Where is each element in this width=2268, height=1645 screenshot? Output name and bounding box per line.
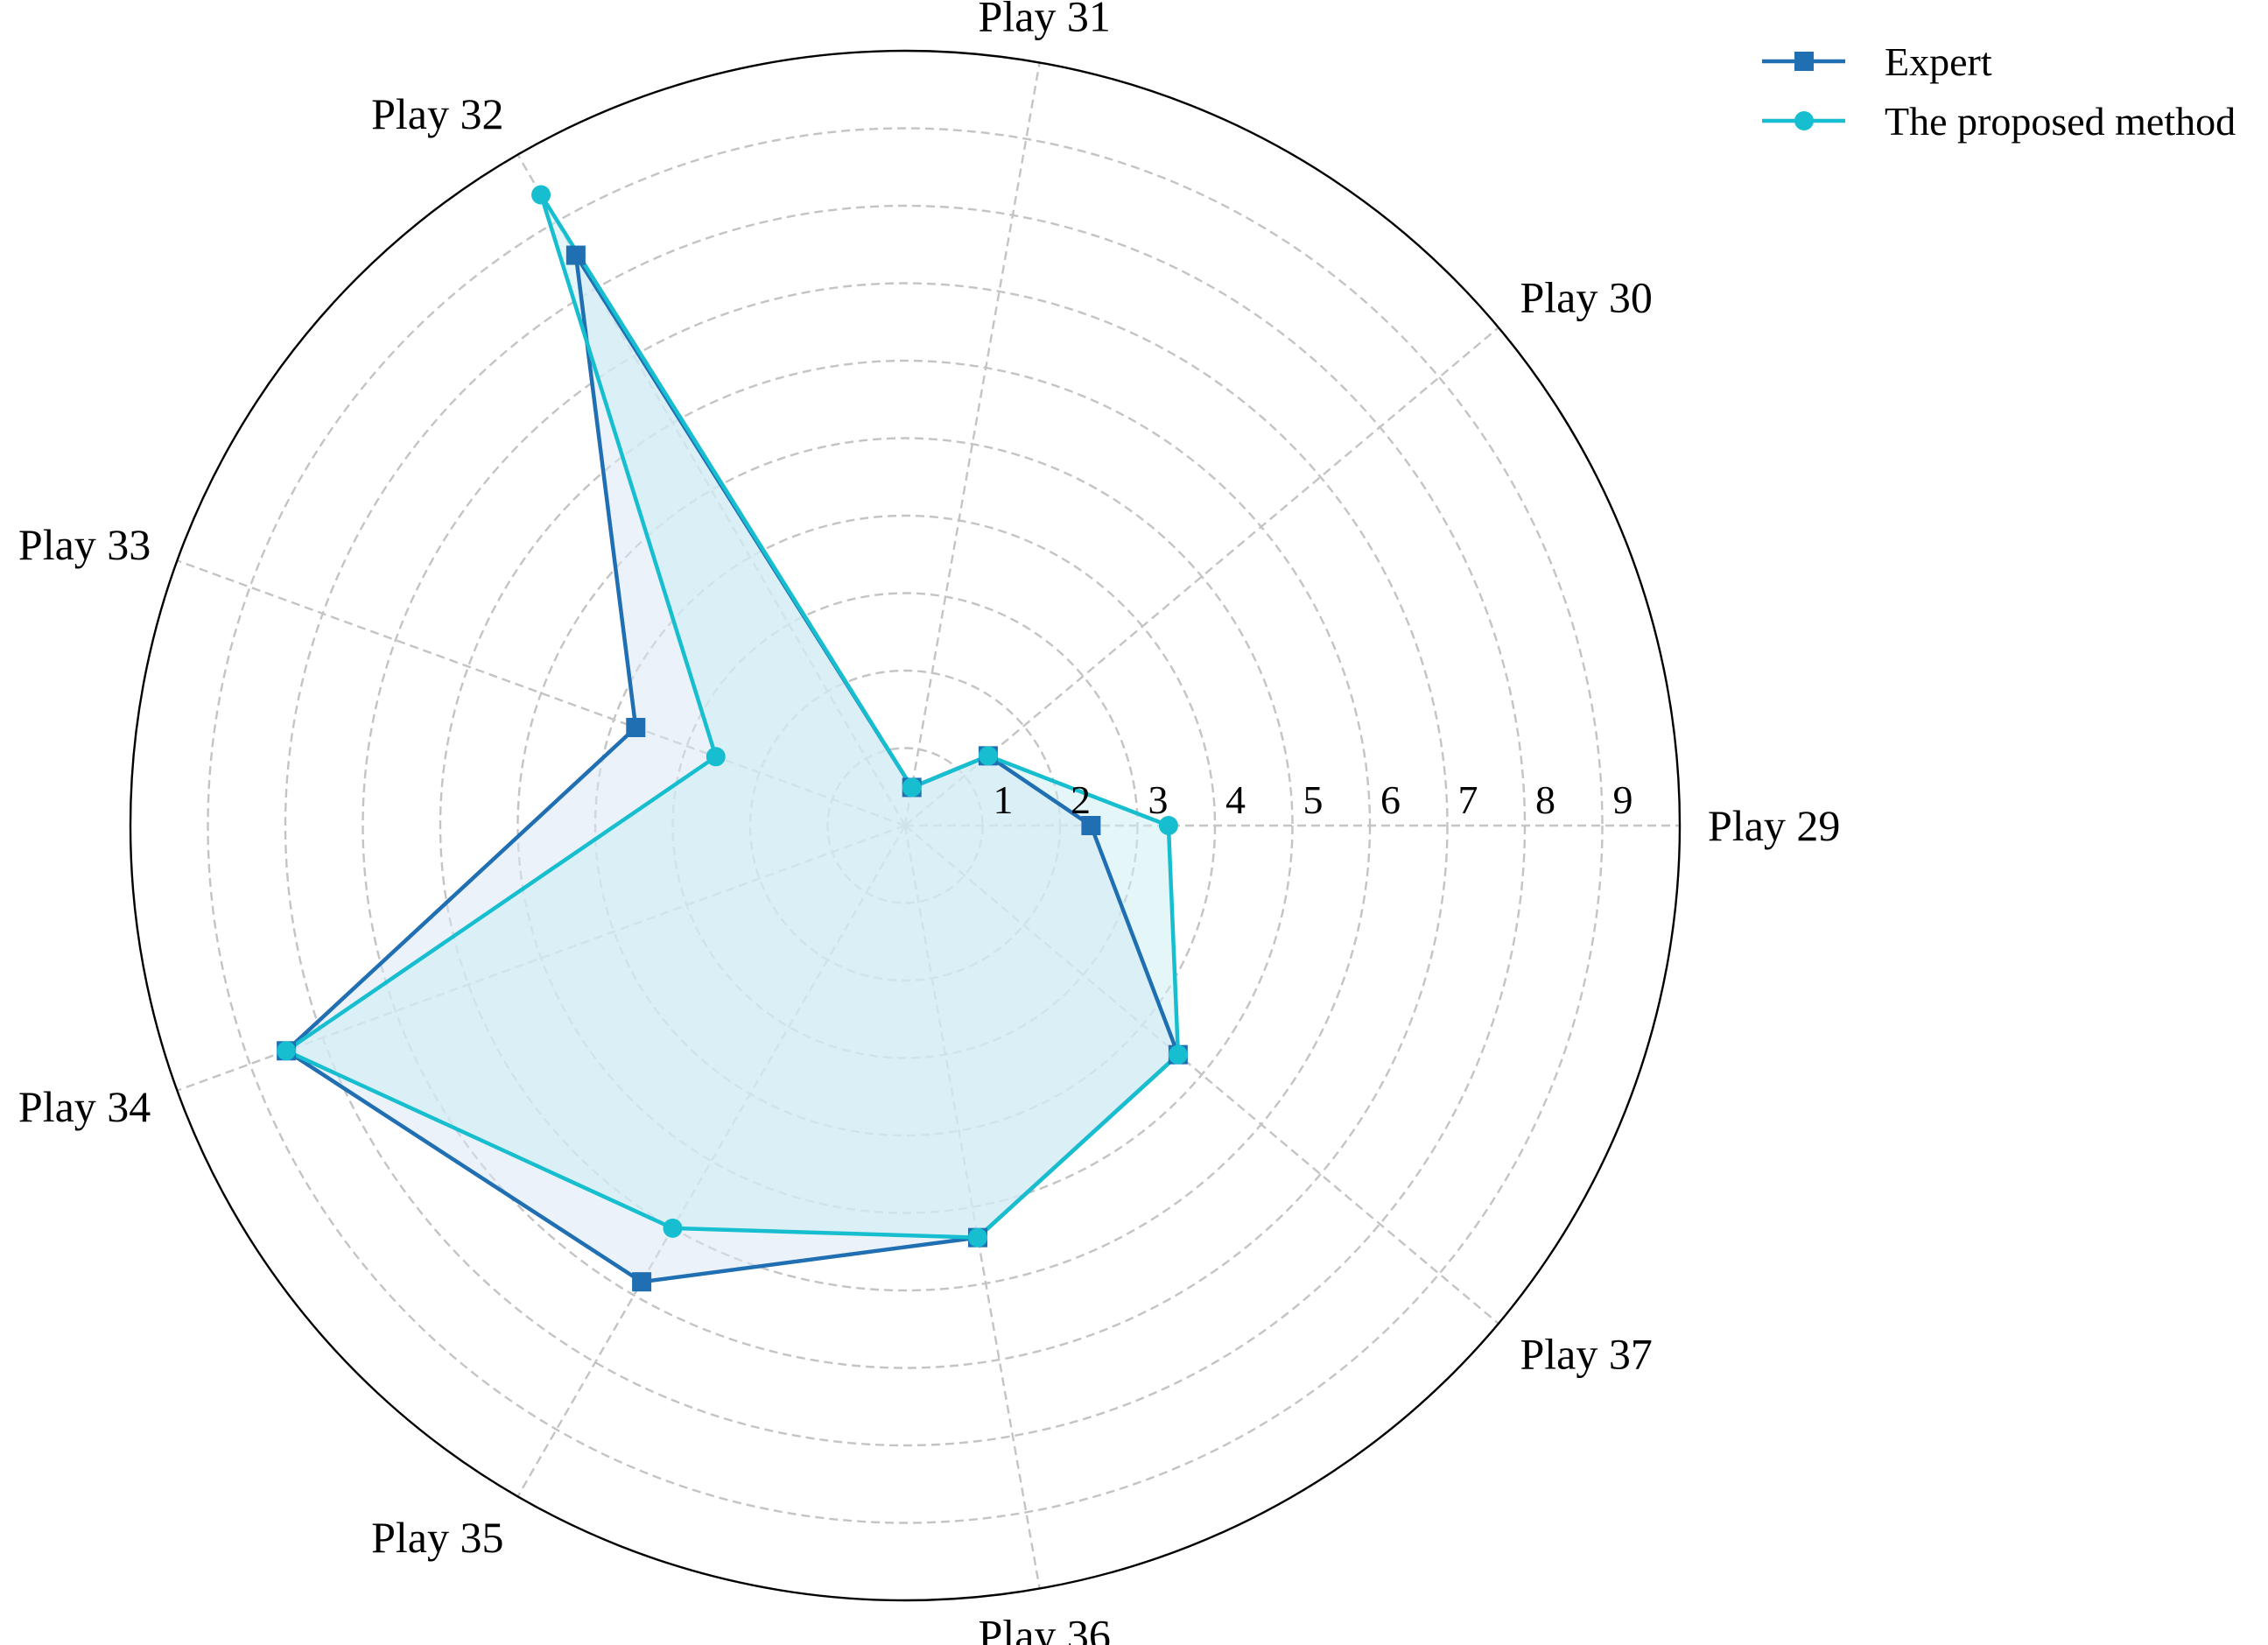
series-1-point-5 — [626, 718, 646, 738]
category-label-7: Play 35 — [371, 1513, 503, 1562]
series-2-point-2 — [978, 746, 998, 766]
radial-tick-6: 6 — [1380, 777, 1401, 822]
series-2-point-8 — [967, 1227, 987, 1248]
category-label-1: Play 29 — [1708, 801, 1840, 850]
legend: Expert The proposed method — [1762, 39, 2236, 144]
series-lines — [284, 193, 1181, 1284]
category-label-3: Play 31 — [979, 0, 1111, 40]
series-2-point-7 — [663, 1218, 683, 1238]
category-label-2: Play 30 — [1520, 272, 1652, 321]
radial-tick-4: 4 — [1225, 777, 1246, 822]
legend-marker-expert — [1794, 52, 1814, 71]
series-2-point-3 — [902, 777, 922, 798]
category-label-6: Play 34 — [18, 1082, 151, 1131]
legend-entry-expert: Expert — [1762, 39, 1992, 84]
series-markers — [277, 185, 1188, 1292]
radial-tick-5: 5 — [1303, 777, 1324, 822]
legend-label-proposed-method: The proposed method — [1885, 99, 2236, 144]
radial-tick-8: 8 — [1535, 777, 1555, 822]
series-2-point-4 — [531, 185, 551, 205]
series-2-point-9 — [1168, 1044, 1188, 1065]
radial-tick-3: 3 — [1148, 777, 1169, 822]
outer-ring — [129, 49, 1682, 1602]
category-label-5: Play 33 — [18, 520, 151, 569]
series-2-point-1 — [1158, 816, 1178, 835]
category-label-8: Play 36 — [979, 1611, 1111, 1645]
radial-tick-labels: 1 2 3 4 5 6 7 8 9 — [994, 777, 1633, 822]
series-line-2 — [284, 193, 1181, 1240]
grid-ring-9 — [207, 127, 1604, 1524]
grid-spoke-2 — [904, 327, 1499, 826]
series-1-point-7 — [632, 1272, 652, 1292]
series-2-point-5 — [706, 747, 726, 767]
series-2-point-6 — [277, 1041, 297, 1061]
series-1-point-4 — [565, 245, 586, 265]
category-label-4: Play 32 — [371, 89, 503, 138]
category-label-9: Play 37 — [1520, 1330, 1652, 1379]
legend-label-expert: Expert — [1885, 39, 1992, 84]
category-labels: Play 29 Play 30 Play 31 Play 32 Play 33 Play … — [18, 0, 1841, 1645]
grid-spoke-3 — [903, 62, 1041, 826]
series-1-point-1 — [1081, 816, 1101, 835]
radial-tick-2: 2 — [1071, 777, 1091, 822]
legend-marker-proposed-method — [1794, 111, 1814, 130]
series-fill-2 — [286, 194, 1178, 1238]
radial-tick-7: 7 — [1458, 777, 1478, 822]
legend-entry-proposed-method: The proposed method — [1762, 99, 2236, 144]
radial-tick-9: 9 — [1613, 777, 1633, 822]
grid-ring-7 — [362, 282, 1449, 1369]
radial-tick-1: 1 — [994, 777, 1014, 822]
series-fills — [286, 194, 1178, 1283]
